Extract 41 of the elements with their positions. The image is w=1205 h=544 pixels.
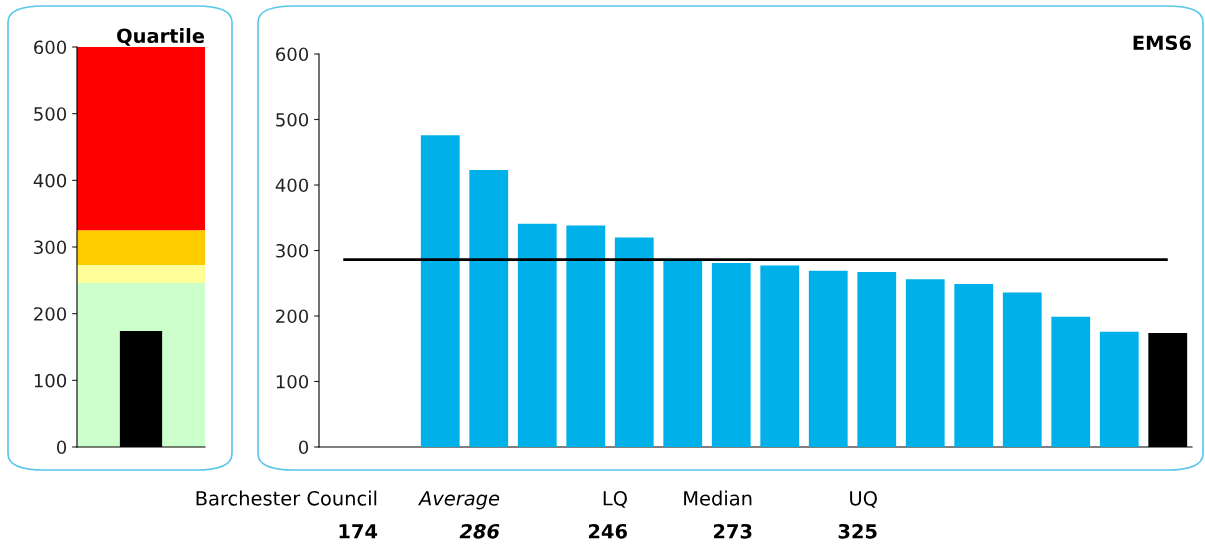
y-tick-label: 600 — [276, 47, 309, 62]
y-tick-label: 100 — [276, 374, 309, 389]
bar — [469, 169, 509, 447]
y-tick-label: 0 — [298, 440, 309, 455]
bar — [614, 237, 654, 447]
y-tick-label: 100 — [34, 373, 67, 388]
text: 246 — [588, 523, 627, 539]
bar — [663, 260, 703, 447]
y-tick-label: 500 — [276, 112, 309, 127]
text: Average — [417, 491, 500, 510]
y-tick-label: 200 — [276, 309, 309, 324]
y-tick-label: 200 — [34, 307, 67, 321]
chart-title: Quartile — [117, 28, 205, 46]
y-tick-label: 300 — [276, 243, 309, 258]
text: 174 — [339, 524, 378, 539]
bar — [1002, 292, 1042, 447]
bar — [905, 279, 945, 447]
bar — [760, 265, 800, 447]
bar — [808, 270, 848, 447]
text: LQ — [603, 490, 627, 508]
bar — [711, 262, 751, 447]
y-tick-label: 500 — [34, 107, 67, 121]
y-tick-label: 400 — [275, 178, 309, 193]
text: UQ — [850, 490, 877, 508]
text: 273 — [713, 523, 752, 539]
bar — [857, 272, 897, 447]
text: 286 — [459, 523, 500, 539]
chart-title: EMS6 — [1133, 35, 1191, 51]
y-tick-label: 0 — [56, 440, 67, 455]
bar — [1051, 316, 1091, 447]
y-tick-label: 400 — [33, 173, 67, 188]
bar — [954, 283, 994, 447]
text: 325 — [838, 523, 877, 539]
text: Median — [684, 490, 752, 506]
bar — [420, 135, 460, 447]
bar — [566, 225, 606, 447]
bar — [517, 223, 557, 447]
text: Barchester Council — [196, 490, 377, 506]
y-tick-label: 300 — [34, 240, 67, 255]
y-tick-label: 600 — [34, 40, 67, 55]
bar — [1099, 331, 1139, 447]
